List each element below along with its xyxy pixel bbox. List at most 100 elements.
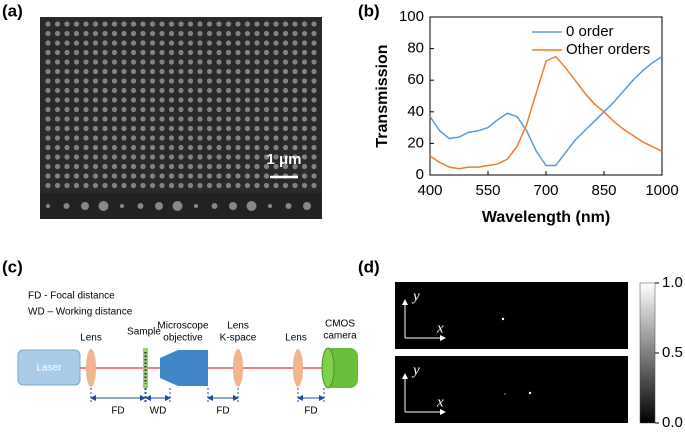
sem-dot [178, 116, 184, 122]
lens [86, 349, 96, 387]
panel-label: (a) [2, 1, 23, 20]
sem-dot [140, 30, 146, 37]
sem-dot [83, 68, 89, 75]
sem-dot [64, 30, 70, 37]
colorbar-tick-label: 0.5 [662, 344, 683, 361]
sem-dot [225, 154, 232, 160]
sem-dot [244, 68, 251, 75]
sem-dot [254, 163, 260, 170]
sem-dot [301, 78, 308, 84]
sem-dot [92, 40, 99, 46]
sem-dot [225, 40, 232, 46]
sem-dot [168, 68, 175, 75]
sem-dot [168, 40, 175, 46]
sem-dot [54, 154, 61, 160]
sem-dot [292, 97, 298, 103]
sem-dot [206, 163, 213, 170]
sem-dot [254, 173, 260, 179]
sem-dot [73, 135, 80, 141]
sem-dot [254, 21, 260, 27]
sem-dot [102, 97, 108, 103]
spot [501, 317, 505, 321]
sem-dot [225, 78, 232, 84]
sem-dot [130, 68, 137, 75]
sem-dot [45, 68, 51, 75]
sem-dot [155, 202, 163, 210]
sem-dot [187, 49, 194, 56]
sem-dot [45, 182, 51, 189]
sem-dot [121, 40, 127, 46]
sem-dot [149, 97, 156, 103]
x-tick-label: 700 [533, 182, 558, 199]
sem-dot [102, 49, 108, 56]
sem-dot [301, 182, 308, 189]
axis-label: x [436, 320, 444, 336]
sem-dot [159, 125, 165, 132]
sem-dot [301, 21, 308, 27]
x-axis-title: Wavelength (nm) [482, 209, 610, 226]
component-label: Sample [127, 327, 161, 338]
sem-dot [121, 182, 127, 189]
sem-dot [225, 87, 232, 94]
sem-dot [216, 182, 222, 189]
sem-dot [301, 87, 308, 94]
sem-dot [254, 182, 260, 189]
series-line [429, 55, 663, 167]
sem-dot [149, 30, 156, 37]
sem-dot [159, 97, 165, 103]
sem-dot [140, 68, 146, 75]
sem-dot [54, 182, 61, 189]
sem-dot [83, 87, 89, 94]
sem-dot [45, 116, 51, 122]
sem-dot [263, 87, 270, 94]
sem-dot [64, 40, 70, 46]
sem-dot [187, 163, 194, 170]
sem-dot [285, 203, 292, 209]
sem-dot [282, 144, 289, 151]
sem-dot [102, 163, 108, 170]
sem-dot [168, 87, 175, 94]
sem-dot [197, 40, 203, 46]
sem-dot [130, 59, 137, 65]
sem-dot [168, 97, 175, 103]
sem-dot [159, 59, 165, 65]
sem-dot [254, 30, 260, 37]
sem-dot [73, 125, 80, 132]
sem-dot [130, 182, 137, 189]
sem-dot [235, 154, 241, 160]
sem-dot [206, 87, 213, 94]
sem-dot [244, 173, 251, 179]
sem-dot [263, 49, 270, 56]
sem-dot [216, 106, 222, 113]
sem-dot [54, 144, 61, 151]
sem-dot [149, 125, 156, 132]
sem-dot [64, 182, 70, 189]
sem-dot [225, 144, 232, 151]
sem-dot [244, 87, 251, 94]
sem-dot [178, 68, 184, 75]
sem-dot [73, 59, 80, 65]
sem-dot [102, 154, 108, 160]
sem-dot [235, 106, 241, 113]
component-label: camera [323, 331, 357, 342]
sem-dot [235, 163, 241, 170]
sem-dot [92, 106, 99, 113]
sem-dot [235, 40, 241, 46]
sem-dot [244, 21, 251, 27]
sem-dot [102, 144, 108, 151]
sem-dot [168, 30, 175, 37]
distance-label: FD [111, 406, 124, 417]
image [395, 282, 628, 349]
sem-dot [64, 78, 70, 84]
sem-dot [73, 87, 80, 94]
sem-dot [197, 21, 203, 27]
sem-dot [187, 173, 194, 179]
sem-dot [282, 68, 289, 75]
sem-dot [263, 154, 270, 160]
sem-dot [102, 106, 108, 113]
sem-dot [282, 106, 289, 113]
sem-dot [64, 144, 70, 151]
sem-dot [263, 106, 270, 113]
sem-dot [111, 40, 118, 46]
sem-dot [273, 163, 279, 170]
